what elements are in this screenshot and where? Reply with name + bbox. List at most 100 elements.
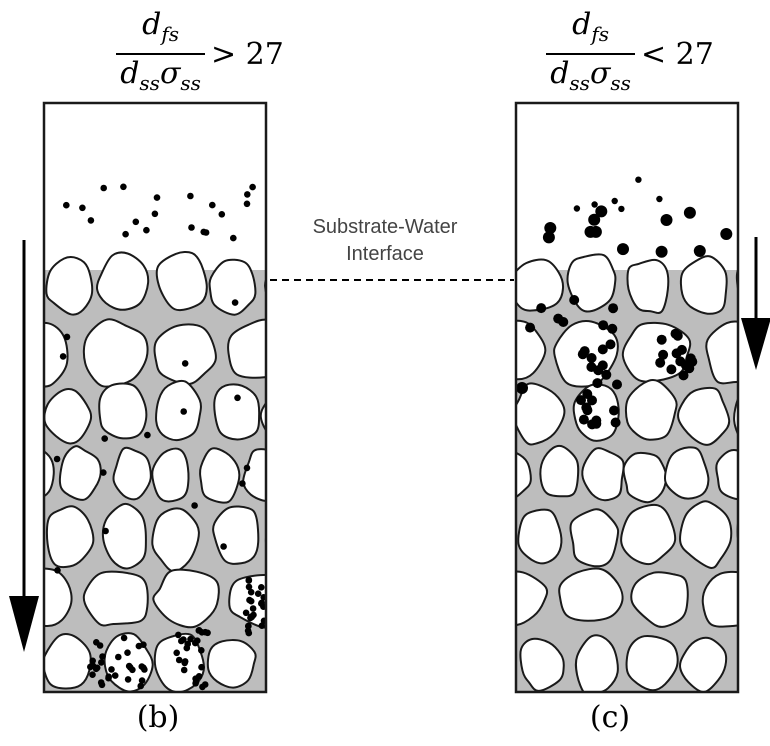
column-b-grain — [45, 256, 94, 316]
column-b-fine-particle — [124, 676, 132, 683]
formula-b-numerator: dfs — [116, 8, 205, 51]
column-c-fine-particle — [586, 353, 597, 363]
column-c-fine-particle — [720, 228, 733, 240]
formula-b-bar — [116, 53, 205, 55]
column-c-fine-particle — [678, 370, 689, 381]
column-b-fine-particle — [254, 590, 262, 597]
column-c-fine-particle — [608, 303, 619, 314]
column-b-fine-particle — [247, 613, 255, 620]
formula-c-fraction: dfs dssσss — [546, 8, 635, 100]
column-b-fine-particle — [198, 663, 205, 671]
column-b-fine-particle — [173, 649, 180, 657]
column-b-fine-particle — [100, 184, 107, 192]
column-b-fine-particle — [181, 659, 188, 667]
column-b-grain — [58, 445, 102, 501]
formula-c: dfs dssσss < 27 — [500, 8, 760, 100]
column-c-grain — [516, 258, 565, 312]
column-c-fine-particle — [558, 317, 569, 327]
column-b-fine-particle — [153, 194, 161, 201]
column-b-grain — [151, 447, 190, 503]
column-c-fine-particle — [684, 363, 695, 374]
column-c-grain — [566, 253, 617, 313]
column-c-grain — [539, 444, 580, 498]
column-c-grain — [516, 570, 549, 627]
column-b-grain — [199, 447, 241, 504]
column-c-grain — [519, 637, 565, 692]
column-c-grain — [516, 451, 532, 499]
column-b-fine-particle — [187, 635, 194, 643]
column-c-fine-particle — [588, 213, 601, 226]
column-c-fine-particle — [516, 382, 528, 394]
column-b-fine-particle — [79, 204, 86, 212]
column-c-grain — [679, 255, 728, 315]
formula-c-den-sub2: ss — [610, 71, 631, 95]
column-c-grain — [516, 319, 547, 381]
column-c-fine-particle — [675, 356, 686, 367]
column-c-fine-particle — [660, 214, 673, 226]
column-c-fine-particle — [598, 320, 609, 331]
column-b-fine-particle — [175, 631, 182, 639]
formula-b: dfs dssσss > 27 — [70, 8, 330, 100]
column-b-fine-particle — [175, 656, 183, 664]
column-b-fine-particle — [183, 644, 191, 652]
formula-c-den-var1: d — [550, 56, 570, 91]
column-b-fine-particle — [258, 584, 265, 591]
column-c-fine-particle — [577, 349, 588, 360]
column-b-fine-particle — [218, 211, 226, 218]
column-c-fine-particle — [655, 357, 666, 368]
formula-b-den-sub1: ss — [139, 71, 160, 95]
column-b-fine-particle — [180, 666, 188, 674]
column-c-grain — [574, 634, 619, 692]
formula-b-num-var: d — [142, 7, 162, 42]
column-b-fine-particle — [260, 617, 266, 625]
formula-c-relation: < 27 — [640, 36, 714, 72]
formula-c-bar — [546, 53, 635, 55]
column-c-grain — [517, 508, 563, 565]
column-b-fine-particle — [178, 637, 185, 645]
interface-label: Substrate-Water Interface — [270, 214, 500, 268]
column-b-fine-particle — [108, 666, 115, 673]
column-c-fine-particle — [582, 389, 593, 399]
column-b-fine-particle — [245, 583, 253, 591]
column-c-fine-particle — [578, 414, 589, 425]
column-b-grain — [242, 448, 266, 502]
column-c — [514, 101, 740, 694]
formula-c-denominator: dssσss — [546, 57, 635, 100]
column-b-grain — [152, 568, 220, 629]
column-c-fine-particle — [685, 353, 696, 364]
column-b-grain — [0, 258, 40, 310]
formula-b-fraction: dfs dssσss — [116, 8, 205, 100]
column-c-fine-particle — [610, 417, 621, 428]
formula-b-den-sub2: ss — [180, 71, 201, 95]
column-c-fine-particle — [584, 225, 597, 238]
column-b-grain — [265, 648, 266, 671]
column-b-fine-particle — [180, 408, 187, 415]
column-b-fine-particle — [137, 682, 144, 690]
column-b-grain — [112, 446, 152, 501]
panel-label-c: (c) — [589, 700, 631, 735]
formula-b-relation: > 27 — [210, 36, 284, 72]
column-b-fine-particle — [243, 464, 251, 472]
column-b-grain — [44, 633, 92, 690]
column-b — [0, 101, 268, 694]
column-b-fine-particle — [195, 673, 203, 680]
column-c-fine-particle — [536, 303, 547, 314]
column-c-fine-particle — [601, 369, 612, 380]
column-b-grain — [44, 321, 69, 388]
panel-label-b: (b) — [136, 700, 180, 735]
column-c-grain — [715, 449, 738, 501]
column-b-fine-particle — [115, 653, 122, 661]
column-b-fine-particle — [143, 226, 150, 234]
column-c-fine-particle — [635, 176, 642, 183]
column-c-fine-particles — [516, 176, 733, 430]
column-c-fine-particle — [676, 344, 687, 355]
column-b-fine-particle — [89, 671, 96, 678]
formula-c-den-var2: σ — [589, 56, 611, 91]
penetration-arrow-b-head — [9, 596, 39, 652]
column-c-fine-particle — [607, 323, 618, 334]
column-b-fine-particle — [122, 230, 129, 238]
column-b-fine-particle — [194, 637, 201, 644]
column-b-fine-particle — [124, 649, 131, 656]
column-b-fine-particle — [151, 210, 159, 218]
